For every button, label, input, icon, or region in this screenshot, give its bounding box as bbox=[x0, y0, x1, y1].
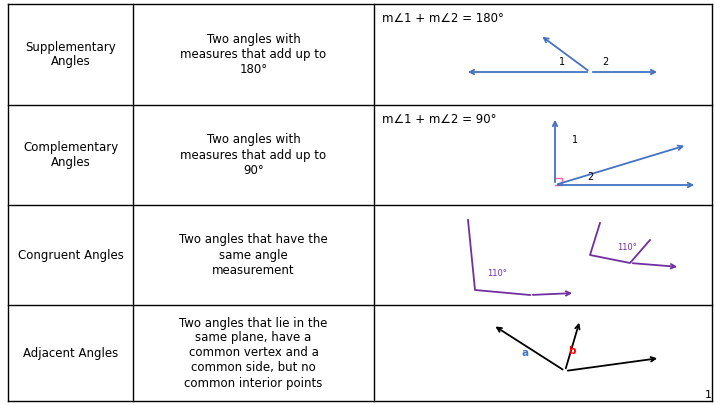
Text: m∠1 + m∠2 = 180°: m∠1 + m∠2 = 180° bbox=[382, 12, 504, 25]
Text: Two angles that have the
same angle
measurement: Two angles that have the same angle meas… bbox=[179, 234, 328, 277]
Text: Two angles with
measures that add up to
90°: Two angles with measures that add up to … bbox=[181, 134, 327, 177]
Text: 1: 1 bbox=[572, 135, 578, 145]
Text: b: b bbox=[568, 346, 576, 356]
Text: 1: 1 bbox=[559, 57, 565, 67]
Text: Congruent Angles: Congruent Angles bbox=[17, 249, 123, 262]
Text: 110°: 110° bbox=[487, 269, 507, 277]
Text: Two angles that lie in the
same plane, have a
common vertex and a
common side, b: Two angles that lie in the same plane, h… bbox=[179, 316, 328, 390]
Text: m∠1 + m∠2 = 90°: m∠1 + m∠2 = 90° bbox=[382, 113, 497, 126]
Text: Supplementary
Angles: Supplementary Angles bbox=[25, 40, 116, 68]
Text: 110°: 110° bbox=[617, 243, 637, 252]
Text: 1: 1 bbox=[705, 390, 712, 400]
Text: 2: 2 bbox=[587, 172, 593, 182]
Text: Complementary
Angles: Complementary Angles bbox=[23, 141, 118, 169]
Text: a: a bbox=[521, 348, 528, 358]
Text: 2: 2 bbox=[602, 57, 608, 67]
Text: Adjacent Angles: Adjacent Angles bbox=[23, 347, 118, 360]
Text: Two angles with
measures that add up to
180°: Two angles with measures that add up to … bbox=[181, 33, 327, 76]
